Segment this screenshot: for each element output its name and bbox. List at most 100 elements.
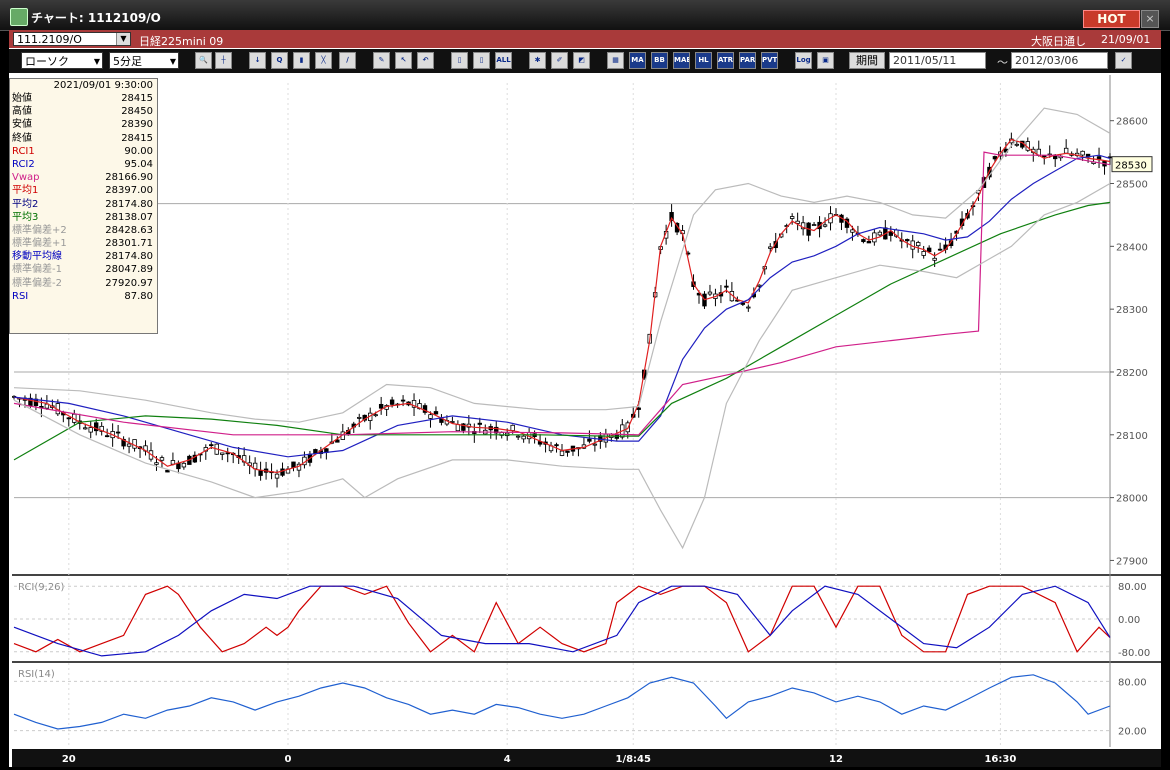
- info-row: Vwap 28166.90: [10, 171, 157, 184]
- toolbar: ローソク ▼ 5分足 ▼ 🔍 ┼ ↓ Q ▮ ╳ ∕ ✎ ↖ ↶ ▯ ▯ ALL ✱…: [9, 49, 1161, 73]
- close-button[interactable]: ×: [1141, 10, 1159, 28]
- rsi-tick-label: 20.00: [1118, 727, 1147, 738]
- chart-area[interactable]: 27900 28000 28100 28200 28300 28400 28500 28600…: [11, 75, 1161, 770]
- candle-body: [28, 397, 33, 406]
- color-icon[interactable]: ◩: [573, 52, 590, 69]
- candle-body: [132, 439, 137, 449]
- candle-body: [357, 416, 362, 419]
- magnify-icon[interactable]: Q: [271, 52, 288, 69]
- export-icon[interactable]: ▣: [817, 52, 834, 69]
- info-key: RCI1: [12, 145, 35, 157]
- undo-icon[interactable]: ↶: [417, 52, 434, 69]
- info-row: 安値 28390: [10, 118, 157, 131]
- candle-body: [773, 241, 778, 249]
- candle-body: [181, 462, 187, 468]
- info-value: 28428.63: [105, 224, 153, 236]
- candle-type2-icon[interactable]: ▯: [473, 52, 490, 69]
- chevron-down-icon[interactable]: ▼: [116, 33, 130, 45]
- y-tick-label: 28000: [1116, 494, 1148, 505]
- candle-body: [258, 470, 263, 476]
- check-icon[interactable]: ✓: [1115, 52, 1132, 69]
- settings-icon[interactable]: ✱: [529, 52, 546, 69]
- info-key: 平均3: [12, 211, 39, 223]
- candle-body: [428, 414, 433, 419]
- mae-button[interactable]: MAE: [673, 52, 690, 69]
- info-row: 平均1 28397.00: [10, 184, 157, 197]
- hot-button[interactable]: HOT: [1083, 10, 1140, 28]
- trend-icon[interactable]: ╳: [315, 52, 332, 69]
- candle-body: [811, 224, 817, 226]
- draw-down-icon[interactable]: ↓: [249, 52, 266, 69]
- y-tick-label: 28100: [1116, 431, 1148, 442]
- date-from-input[interactable]: 2011/05/11: [889, 52, 986, 69]
- info-row: RCI2 95.04: [10, 158, 157, 171]
- info-value: 28415: [121, 93, 153, 104]
- info-key: Vwap: [12, 172, 40, 184]
- para-button[interactable]: PARA: [739, 52, 756, 69]
- candle-body: [154, 462, 159, 465]
- info-row: 終値 28415: [10, 132, 157, 145]
- candle-body: [192, 454, 198, 463]
- candle-body: [400, 399, 406, 402]
- candle-body: [822, 224, 828, 227]
- candle-body: [99, 425, 104, 432]
- interval-select[interactable]: 5分足 ▼: [109, 52, 179, 69]
- info-key: 終値: [12, 132, 32, 144]
- candle-type-icon[interactable]: ▯: [451, 52, 468, 69]
- chart-frame: 111.2109/O ▼ 日経225mini 09 大阪日通し 21/09/01…: [9, 30, 1161, 767]
- candle-body: [274, 473, 280, 479]
- line-tool-icon[interactable]: ∕: [339, 52, 356, 69]
- chart-svg[interactable]: 27900 28000 28100 28200 28300 28400 28500 28600…: [11, 75, 1161, 767]
- info-row: RSI 87.80: [10, 290, 157, 303]
- atr-button[interactable]: ATR: [717, 52, 734, 69]
- candle-body: [932, 257, 937, 261]
- candle-body: [159, 457, 165, 461]
- candle-body: [746, 306, 751, 309]
- series-line: [13, 107, 1111, 423]
- candle-body: [66, 417, 71, 420]
- candle-body: [515, 435, 521, 438]
- chart-type-select[interactable]: ローソク ▼: [21, 52, 103, 69]
- indicator-icon[interactable]: ▦: [607, 52, 624, 69]
- y-tick-label: 27900: [1116, 556, 1148, 567]
- y-tick-label: 28600: [1116, 117, 1148, 128]
- candle-icon[interactable]: ▮: [293, 52, 310, 69]
- ma-button[interactable]: MA: [629, 52, 646, 69]
- symbol-bar: 111.2109/O ▼ 日経225mini 09 大阪日通し 21/09/01: [9, 30, 1161, 48]
- candle-body: [373, 414, 378, 417]
- candle-body: [389, 399, 395, 405]
- period-button[interactable]: 期間: [849, 52, 885, 69]
- brush-icon[interactable]: ✐: [551, 52, 568, 69]
- hl-button[interactable]: HL: [695, 52, 712, 69]
- candle-body: [707, 291, 713, 295]
- pvt-button[interactable]: PVT: [761, 52, 778, 69]
- symbol-select[interactable]: 111.2109/O ▼: [13, 32, 131, 46]
- y-tick-label: 28500: [1116, 180, 1148, 191]
- last-price-label: 28530: [1115, 161, 1147, 172]
- y-tick-label: 28400: [1116, 242, 1148, 253]
- info-value: 90.00: [124, 145, 153, 157]
- rsi-series-line: [13, 674, 1111, 730]
- zoom-icon[interactable]: 🔍: [195, 52, 212, 69]
- candle-body: [861, 239, 866, 243]
- y-tick-label: 28300: [1116, 305, 1148, 316]
- date-to-input[interactable]: 2012/03/06: [1011, 52, 1108, 69]
- info-key: 標準偏差-2: [12, 277, 62, 289]
- info-value: 28138.07: [105, 211, 153, 223]
- candle-body: [669, 212, 674, 221]
- all-button[interactable]: ALL: [495, 52, 512, 69]
- bb-button[interactable]: BB: [651, 52, 668, 69]
- market-name: 日経225mini 09: [139, 35, 224, 48]
- log-button[interactable]: Log: [795, 52, 812, 69]
- candle-body: [757, 284, 762, 287]
- info-row: 平均2 28174.80: [10, 198, 157, 211]
- info-value: 28166.90: [105, 172, 153, 184]
- info-value: 28174.80: [105, 251, 153, 263]
- cursor-icon[interactable]: ↖: [395, 52, 412, 69]
- candle-body: [422, 405, 428, 413]
- candle-body: [789, 216, 795, 219]
- candle-body: [433, 411, 439, 415]
- app-icon: [10, 8, 28, 26]
- crosshair-icon[interactable]: ┼: [215, 52, 232, 69]
- pencil-icon[interactable]: ✎: [373, 52, 390, 69]
